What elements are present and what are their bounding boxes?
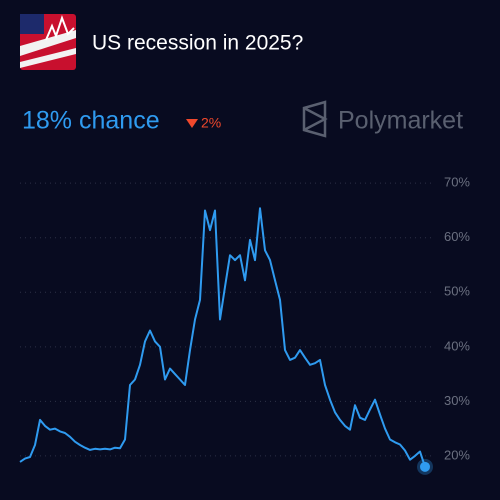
headline: 18% chance [22,107,160,135]
market-icon [20,14,76,70]
y-tick-label: 70% [444,175,470,190]
y-tick-label: 50% [444,284,470,299]
change: 2% [201,115,221,131]
price-line [19,207,426,468]
y-tick-label: 60% [444,229,470,244]
brand-logo [302,100,328,138]
brand: Polymarket [338,107,463,135]
y-tick-label: 30% [444,393,470,408]
down-arrow [186,119,198,128]
end-dot [420,461,430,472]
y-tick-label: 20% [444,447,470,462]
y-tick-label: 40% [444,338,470,353]
title: US recession in 2025? [92,32,303,55]
